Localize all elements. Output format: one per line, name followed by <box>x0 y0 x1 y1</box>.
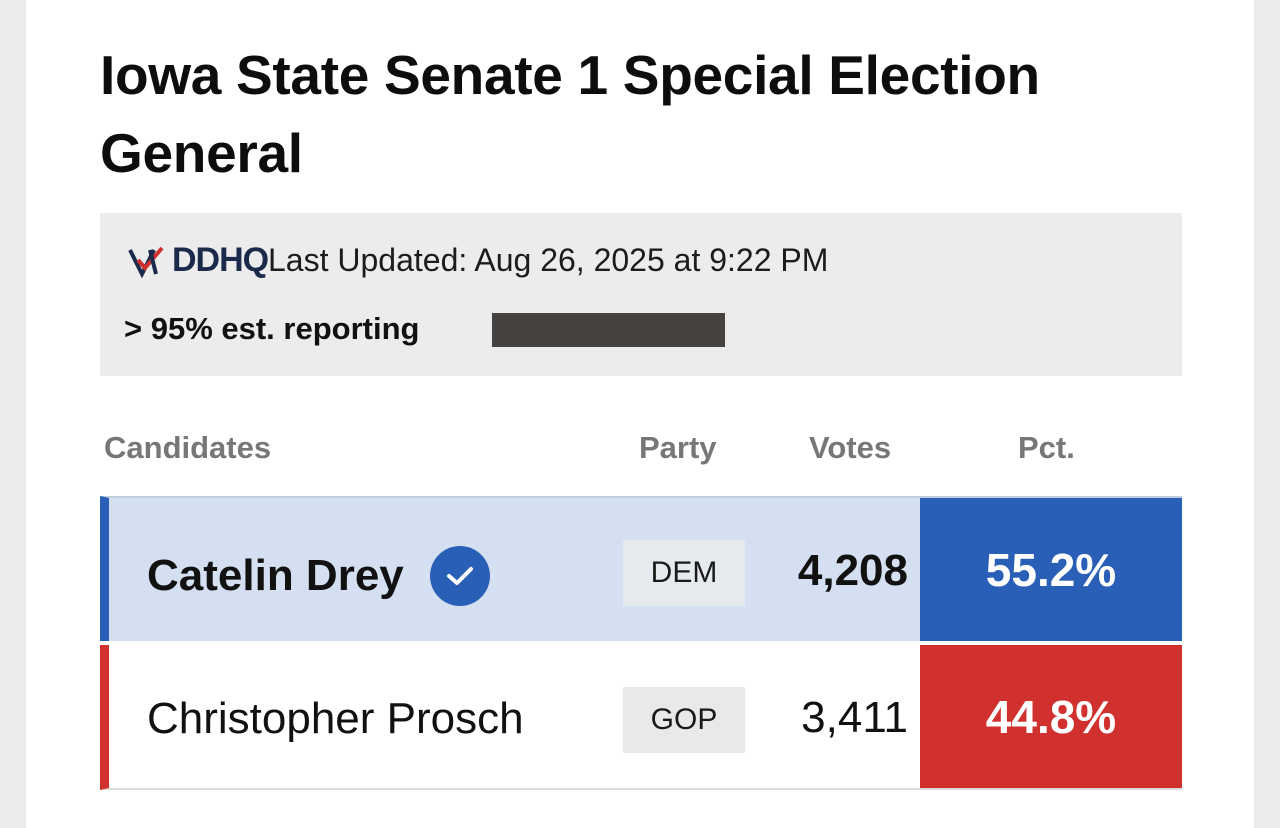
party-badge: GOP <box>623 687 745 753</box>
vote-percentage: 55.2% <box>920 498 1182 641</box>
reporting-progress-bar <box>492 313 725 347</box>
candidate-row-dem: Catelin Drey DEM 4,208 55.2% <box>100 496 1182 641</box>
candidate-row-gop: Christopher Prosch GOP 3,411 44.8% <box>100 645 1182 790</box>
header-candidates: Candidates <box>104 430 272 465</box>
candidate-name: Catelin Drey <box>147 551 404 600</box>
checkmark-logo-icon <box>128 242 174 279</box>
party-badge: DEM <box>623 540 745 606</box>
vote-count: 4,208 <box>797 546 908 595</box>
race-title: Iowa State Senate 1 Special Election Gen… <box>100 44 1040 184</box>
reporting-label: > 95% est. reporting <box>124 311 420 346</box>
header-pct: Pct. <box>1018 430 1075 465</box>
candidate-name-cell: Catelin Drey <box>147 546 490 606</box>
candidate-name: Christopher Prosch <box>147 694 524 743</box>
ddhq-logo: DDHQ <box>128 240 269 280</box>
last-updated: Last Updated: Aug 26, 2025 at 9:22 PM <box>268 242 829 278</box>
logo-text: DDHQ <box>172 240 269 279</box>
header-party: Party <box>639 430 717 465</box>
reporting-progress-fill <box>492 313 725 347</box>
candidate-name-cell: Christopher Prosch <box>147 693 524 745</box>
check-circle-icon <box>429 546 490 606</box>
vote-count: 3,411 <box>801 693 908 742</box>
vote-percentage: 44.8% <box>920 645 1182 788</box>
header-votes: Votes <box>809 430 892 465</box>
status-panel <box>100 213 1182 376</box>
